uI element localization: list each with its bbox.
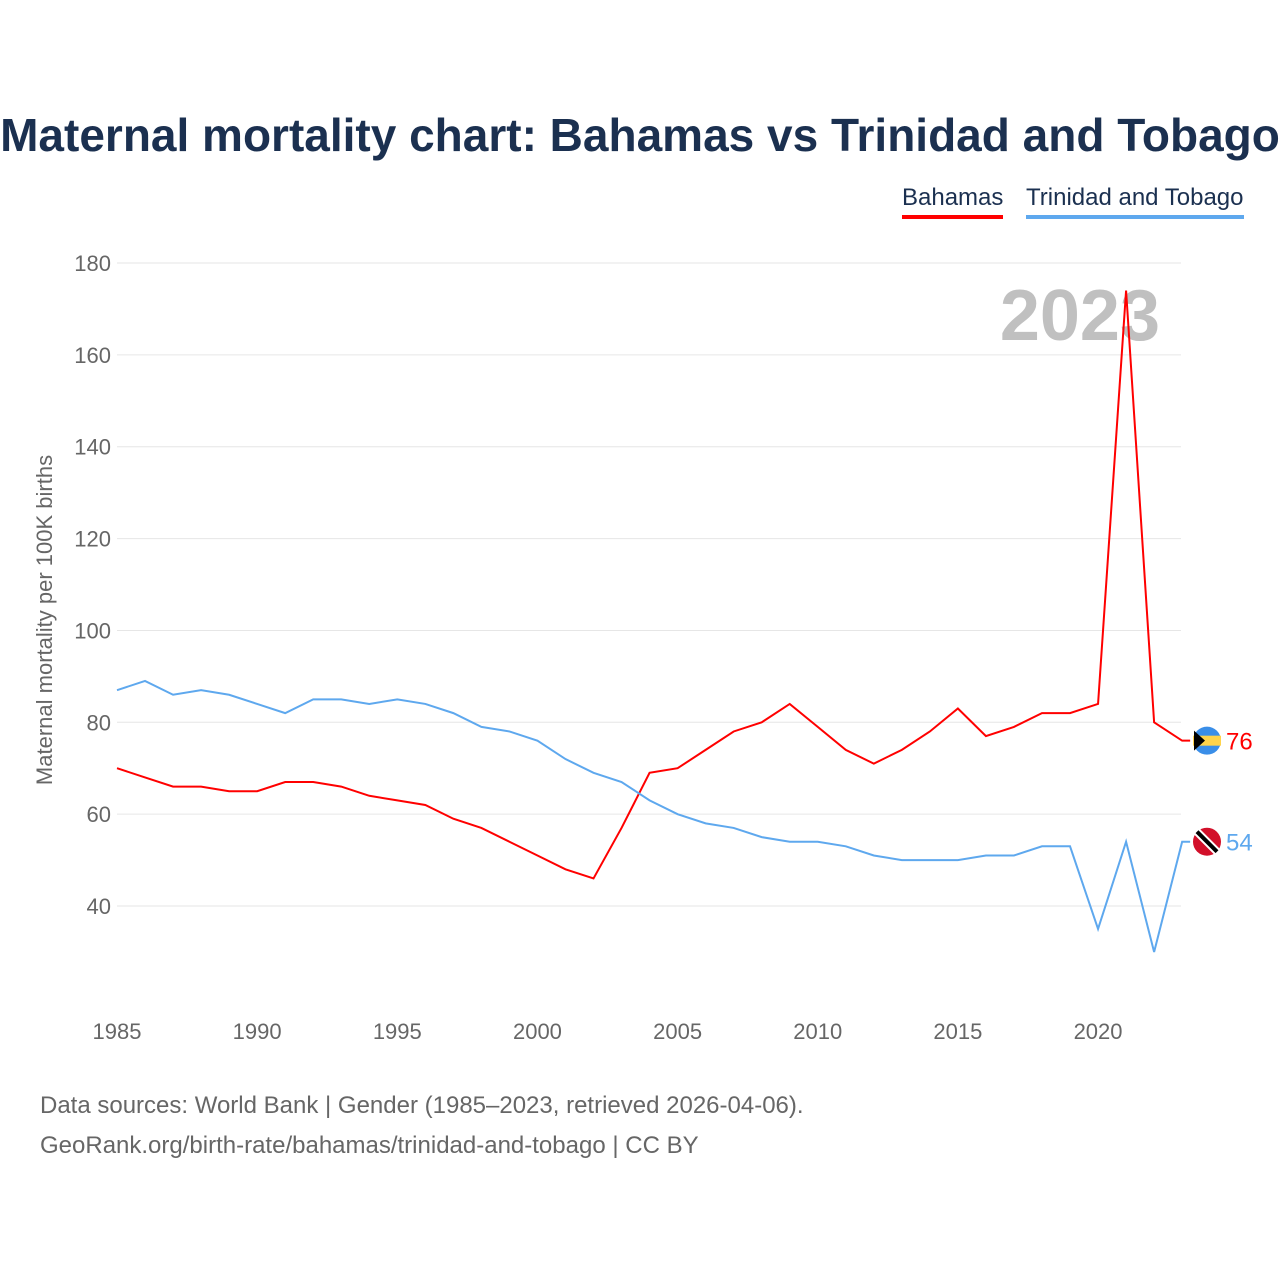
x-tick-label: 1995	[373, 1019, 422, 1044]
y-tick-label: 80	[87, 710, 111, 735]
legend-trinidad-and-tobago[interactable]: Trinidad and Tobago	[1026, 184, 1244, 219]
legend-bahamas[interactable]: Bahamas	[902, 184, 1004, 219]
end-value-label: 54	[1226, 830, 1253, 857]
flag-triangle	[1194, 730, 1205, 751]
x-tick-label: 2000	[513, 1019, 562, 1044]
end-value-label: 76	[1226, 729, 1253, 756]
x-tick-label: 1985	[93, 1019, 142, 1044]
footer: Data sources: World Bank | Gender (1985–…	[40, 1086, 804, 1166]
footer-link[interactable]: GeoRank.org/birth-rate/bahamas/trinidad-…	[40, 1132, 699, 1159]
y-tick-label: 40	[87, 894, 111, 919]
y-tick-label: 100	[74, 618, 111, 643]
x-tick-label: 2010	[793, 1019, 842, 1044]
x-tick-label: 1990	[233, 1019, 282, 1044]
y-axis-label: Maternal mortality per 100K births	[32, 455, 57, 785]
y-tick-label: 120	[74, 527, 111, 552]
year-watermark: 2023	[1000, 276, 1160, 356]
series-line-trinidad-and-tobago	[116, 679, 1191, 953]
y-tick-label: 180	[74, 251, 111, 276]
footer-sources: Data sources: World Bank | Gender (1985–…	[40, 1092, 804, 1119]
y-tick-label: 160	[74, 343, 111, 368]
x-tick-label: 2020	[1074, 1019, 1123, 1044]
y-tick-label: 140	[74, 435, 111, 460]
flag-band	[1195, 830, 1219, 854]
y-tick-label: 60	[87, 802, 111, 827]
x-tick-label: 2005	[653, 1019, 702, 1044]
x-tick-label: 2015	[933, 1019, 982, 1044]
chart-title: Maternal mortality chart: Bahamas vs Tri…	[0, 109, 1280, 161]
series-line-bahamas	[116, 290, 1191, 880]
flag-stripe	[1193, 735, 1221, 746]
